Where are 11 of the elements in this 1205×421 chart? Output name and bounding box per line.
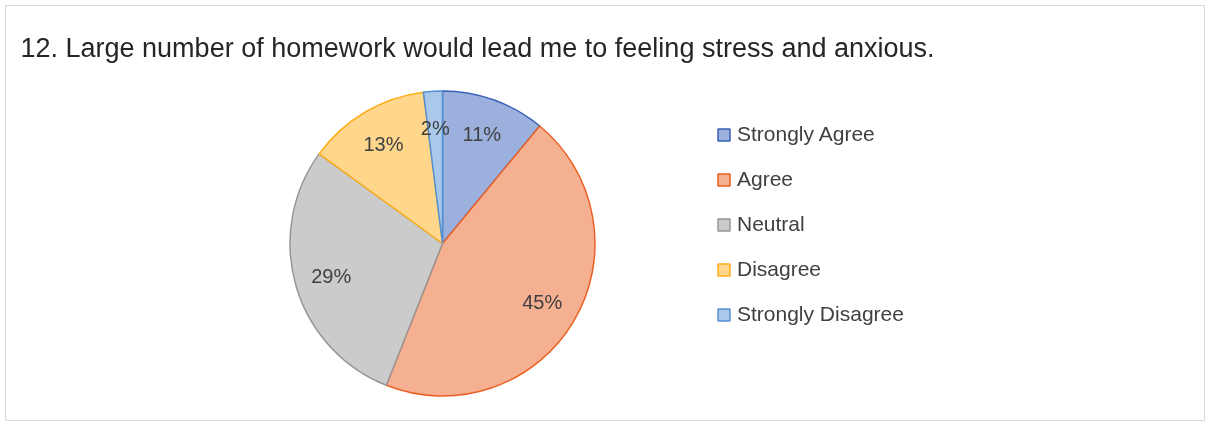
legend-label: Strongly Agree bbox=[737, 122, 875, 146]
data-label: 11% bbox=[462, 123, 502, 146]
data-label: 2% bbox=[420, 116, 450, 139]
chart-title: 12. Large number of homework would lead me to feeling stress and anxious. bbox=[20, 32, 935, 63]
legend-label: Strongly Disagree bbox=[737, 302, 904, 326]
legend-label: Neutral bbox=[737, 212, 805, 236]
data-label: 45% bbox=[522, 291, 563, 314]
data-label: 29% bbox=[311, 264, 352, 287]
legend-label: Agree bbox=[737, 167, 794, 191]
legend-label: Disagree bbox=[737, 257, 822, 281]
data-label: 13% bbox=[363, 132, 404, 155]
